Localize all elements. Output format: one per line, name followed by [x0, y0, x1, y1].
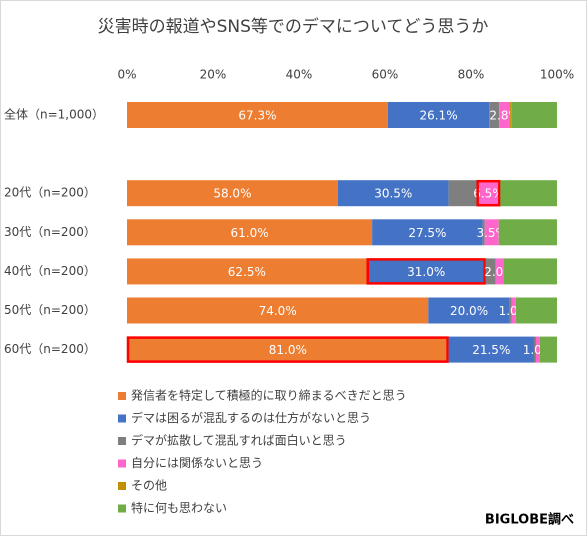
- x-tick-label: 20%: [200, 68, 227, 82]
- bar-segment: [372, 219, 483, 246]
- bar-segment: [499, 102, 511, 128]
- bar-segment: [366, 258, 486, 285]
- bar-segment: [387, 102, 490, 128]
- bar-segment: [515, 297, 557, 324]
- bar-segment: [448, 180, 477, 207]
- source: BIGLOBE調べ: [485, 512, 574, 528]
- y-tick-label: 60代（n=200）: [4, 342, 96, 356]
- x-tick-label: 0%: [117, 68, 136, 82]
- legend-swatch: [118, 437, 126, 445]
- data-label: 30.5%: [374, 187, 412, 201]
- bar-segment: [495, 258, 504, 285]
- bar-segment: [448, 336, 534, 363]
- bar-segment: [428, 297, 510, 324]
- data-label: 20.0%: [450, 304, 488, 318]
- data-label: 67.3%: [238, 109, 276, 123]
- legend-label: 発信者を特定して積極的に取り締まるべきだと思う: [131, 388, 407, 403]
- data-label: 62.5%: [228, 265, 266, 279]
- bar-segment: [489, 102, 500, 128]
- x-tick-label: 60%: [372, 68, 399, 82]
- bar-segment: [511, 297, 516, 324]
- data-label: 21.5%: [472, 343, 510, 357]
- bar-segment: [127, 102, 388, 128]
- data-label: 81.0%: [269, 343, 307, 357]
- highlight-box: [476, 179, 501, 207]
- bar-segment: [509, 297, 512, 324]
- legend-swatch: [118, 482, 126, 490]
- bar-segment: [510, 102, 512, 128]
- legend-swatch: [118, 459, 126, 468]
- bar-segment: [476, 180, 501, 207]
- bar-segment: [127, 219, 373, 246]
- bar-segment: [533, 336, 536, 363]
- bar-segment: [337, 180, 449, 207]
- y-tick-label: 全体（n=1,000）: [4, 107, 104, 122]
- bar-segment: [500, 180, 557, 207]
- legend-label: 自分には関係ないと思う: [131, 456, 263, 470]
- y-tick-label: 40代（n=200）: [4, 264, 96, 278]
- x-tick-label: 100%: [540, 68, 574, 82]
- data-label: 74.0%: [259, 304, 297, 318]
- legend-label: デマは困るが混乱するのは仕方がないと思う: [131, 410, 371, 425]
- bar-segment: [503, 258, 557, 285]
- legend-label: その他: [131, 479, 167, 493]
- data-label: 58.0%: [213, 187, 251, 201]
- bar-segment: [484, 219, 499, 246]
- bar-segment: [511, 102, 557, 128]
- y-tick-label: 20代（n=200）: [4, 186, 96, 200]
- chart-title: 災害時の報道やSNS等でのデマについてどう思うか: [98, 16, 489, 37]
- data-label: 31.0%: [407, 265, 445, 279]
- bar-segment: [127, 297, 429, 324]
- legend-swatch: [118, 504, 126, 513]
- legend-swatch: [118, 392, 126, 400]
- legend-swatch: [118, 414, 126, 423]
- bar-segment: [539, 336, 557, 363]
- data-label: 6.5%: [473, 187, 504, 201]
- highlight-box: [126, 336, 449, 363]
- data-label: 27.5%: [408, 226, 446, 240]
- x-tick-label: 40%: [286, 68, 313, 82]
- data-label: 61.0%: [231, 226, 269, 240]
- bar-segment: [485, 258, 496, 285]
- bar-segment: [498, 219, 557, 246]
- legend-label: 特に何も思わない: [131, 500, 227, 515]
- x-tick-label: 80%: [458, 68, 485, 82]
- bar-segment: [535, 336, 540, 363]
- bar-segment: [127, 180, 338, 207]
- bar-segment: [127, 336, 449, 363]
- legend-label: デマが拡散して混乱すれば面白いと思う: [131, 433, 347, 448]
- bar-segment: [127, 258, 367, 285]
- y-tick-label: 30代（n=200）: [4, 225, 96, 239]
- data-label: 26.1%: [419, 109, 457, 123]
- y-tick-label: 50代（n=200）: [4, 303, 96, 317]
- bar-segment: [482, 219, 485, 246]
- highlight-box: [366, 258, 486, 285]
